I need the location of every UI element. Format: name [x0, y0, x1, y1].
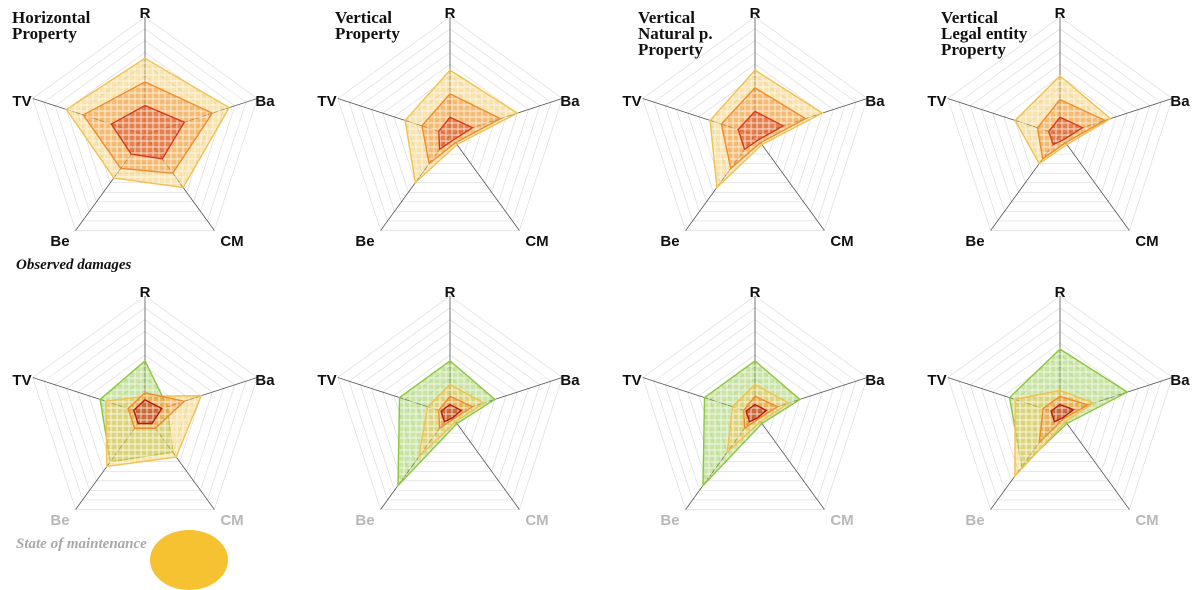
- axis-label-tv: TV: [12, 372, 31, 389]
- axis-label-r: R: [445, 5, 456, 22]
- axis-label-ba: Ba: [865, 372, 885, 389]
- radar-axis-line: [754, 413, 825, 510]
- axis-label-ba: Ba: [255, 372, 275, 389]
- radar-axis-line: [1059, 413, 1130, 510]
- axis-label-be: Be: [965, 233, 984, 250]
- radar-series-dark: [737, 110, 785, 151]
- axis-label-tv: TV: [927, 93, 946, 110]
- radar-chart: R Ba CM Be TV: [927, 5, 1190, 250]
- axis-label-ba: Ba: [1170, 93, 1190, 110]
- axis-label-cm: CM: [525, 233, 548, 250]
- radar-series-deep: [440, 403, 463, 423]
- axis-label-r: R: [1055, 5, 1066, 22]
- axis-label-tv: TV: [317, 372, 336, 389]
- axis-label-be: Be: [50, 512, 69, 529]
- axis-label-cm: CM: [220, 512, 243, 529]
- axis-label-cm: CM: [830, 233, 853, 250]
- axis-label-cm: CM: [1135, 512, 1158, 529]
- axis-label-tv: TV: [622, 372, 641, 389]
- radar-chart: R Ba CM Be TV: [317, 5, 580, 250]
- radar-chart: R Ba CM Be TV: [927, 284, 1190, 529]
- axis-label-tv: TV: [927, 372, 946, 389]
- axis-label-tv: TV: [622, 93, 641, 110]
- panel-title: Vertical Property: [335, 8, 400, 43]
- radar-chart: R Ba CM Be TV: [317, 284, 580, 529]
- axis-label-be: Be: [965, 512, 984, 529]
- axis-label-ba: Ba: [1170, 372, 1190, 389]
- axis-label-be: Be: [660, 233, 679, 250]
- panel-title: Vertical Legal entity Property: [941, 8, 1028, 59]
- axis-label-cm: CM: [1135, 233, 1158, 250]
- axis-label-ba: Ba: [560, 372, 580, 389]
- axis-label-tv: TV: [12, 93, 31, 110]
- radar-axis-line: [449, 413, 520, 510]
- radar-chart: R Ba CM Be TV: [622, 5, 885, 250]
- radar-series-deep: [1050, 403, 1075, 423]
- axis-label-cm: CM: [525, 512, 548, 529]
- panel-title: Vertical Natural p. Property: [638, 8, 713, 59]
- panel-title: Horizontal Property: [12, 8, 91, 43]
- axis-label-be: Be: [355, 512, 374, 529]
- axis-label-r: R: [1055, 284, 1066, 301]
- radar-chart: R Ba CM Be TV: [622, 284, 885, 529]
- radar-series-deep: [745, 403, 768, 423]
- axis-label-tv: TV: [317, 93, 336, 110]
- axis-label-r: R: [140, 284, 151, 301]
- axis-label-r: R: [445, 284, 456, 301]
- radar-series-deep: [132, 398, 163, 425]
- radar-series-mid: [1038, 395, 1090, 445]
- radar-series-dark: [1047, 116, 1084, 146]
- radar-series-dark: [438, 116, 474, 151]
- radar-axis-line: [754, 134, 825, 231]
- radar-chart: R Ba CM Be TV: [12, 5, 275, 250]
- radar-chart: R Ba CM Be TV: [12, 284, 275, 529]
- radar-grid: [947, 16, 1173, 231]
- axis-label-be: Be: [355, 233, 374, 250]
- axis-label-ba: Ba: [560, 93, 580, 110]
- axis-label-be: Be: [660, 512, 679, 529]
- radar-axis-line: [1059, 134, 1130, 231]
- axis-label-ba: Ba: [255, 93, 275, 110]
- axis-label-ba: Ba: [865, 93, 885, 110]
- row-label-observed: Observed damages: [16, 257, 132, 273]
- radar-series-dark: [110, 104, 186, 160]
- axis-label-r: R: [140, 5, 151, 22]
- radar-axis-line: [449, 134, 520, 231]
- axis-label-cm: CM: [830, 512, 853, 529]
- axis-label-r: R: [750, 5, 761, 22]
- axis-label-be: Be: [50, 233, 69, 250]
- axis-label-r: R: [750, 284, 761, 301]
- row-label-maintenance: State of maintenance: [16, 536, 147, 552]
- axis-label-cm: CM: [220, 233, 243, 250]
